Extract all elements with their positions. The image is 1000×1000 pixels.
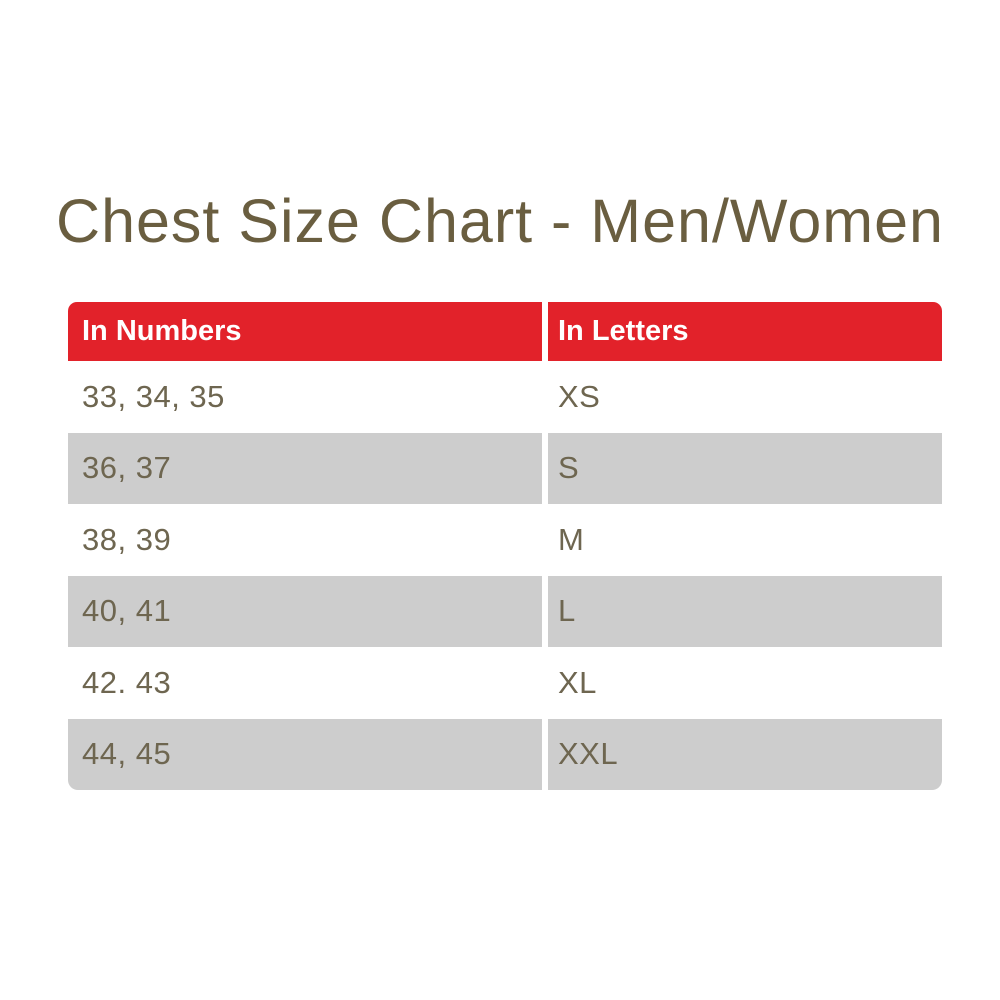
letters-value: M [558,521,585,557]
cell-numbers: 33, 34, 35 [68,361,542,433]
letters-value: S [558,450,580,486]
letters-value: XXL [558,736,619,772]
cell-numbers: 40, 41 [68,575,542,647]
table-row-xl: 42. 43 XL [68,647,942,719]
letters-value: XL [558,664,597,700]
column-divider [542,302,548,361]
numbers-value: 36, 37 [82,450,172,486]
column-divider [542,361,548,433]
table-row-xxl: 44, 45 XXL [68,718,942,790]
header-cell-in-numbers: In Numbers [68,302,542,361]
numbers-value: 40, 41 [82,593,172,629]
cell-letters: L [548,575,942,647]
cell-numbers: 36, 37 [68,432,542,504]
numbers-value: 33, 34, 35 [82,378,225,414]
column-divider [542,647,548,719]
table-row-s: 36, 37 S [68,432,942,504]
table-row-m: 38, 39 M [68,504,942,576]
cell-numbers: 42. 43 [68,647,542,719]
numbers-value: 38, 39 [82,521,172,557]
column-divider [542,504,548,576]
column-divider [542,718,548,790]
column-divider [542,575,548,647]
table-row-l: 40, 41 L [68,575,942,647]
size-chart-table: In Numbers In Letters 33, 34, 35 XS 36, … [68,302,942,790]
cell-letters: S [548,432,942,504]
page-title: Chest Size Chart - Men/Women [56,187,944,255]
cell-numbers: 44, 45 [68,718,542,790]
header-label-in-letters: In Letters [558,315,689,347]
table-header-row: In Numbers In Letters [68,302,942,361]
numbers-value: 44, 45 [82,736,172,772]
cell-letters: XS [548,361,942,433]
header-cell-in-letters: In Letters [548,302,942,361]
table-row-xs: 33, 34, 35 XS [68,361,942,433]
column-divider [542,432,548,504]
letters-value: XS [558,378,601,414]
header-label-in-numbers: In Numbers [82,315,242,347]
cell-letters: XXL [548,718,942,790]
cell-letters: M [548,504,942,576]
cell-numbers: 38, 39 [68,504,542,576]
numbers-value: 42. 43 [82,664,172,700]
cell-letters: XL [548,647,942,719]
letters-value: L [558,593,576,629]
